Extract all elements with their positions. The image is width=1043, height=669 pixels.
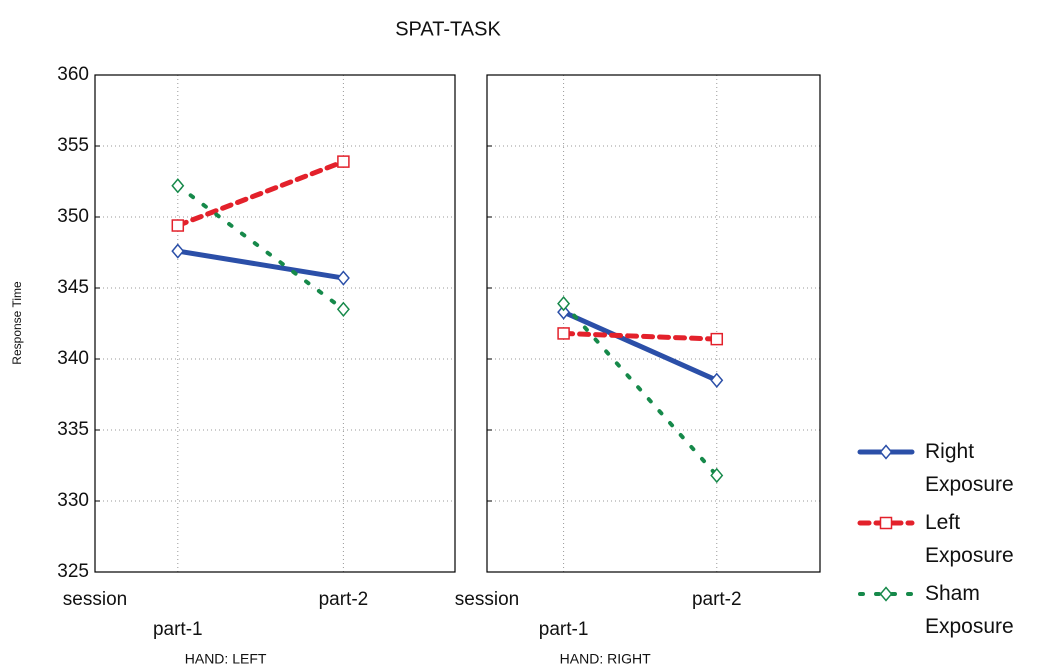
x-tick-label: part-2 <box>692 589 742 610</box>
y-tick-label: 340 <box>57 348 89 369</box>
panel-label: HAND: RIGHT <box>560 651 651 667</box>
chart-title: SPAT-TASK <box>395 18 501 40</box>
legend-label: Left Exposure <box>925 511 1014 567</box>
marker <box>710 332 724 346</box>
x-tick-label: part-1 <box>539 619 589 640</box>
marker <box>710 372 724 388</box>
marker <box>557 304 571 320</box>
marker <box>336 270 350 286</box>
marker <box>337 155 350 168</box>
y-tick-label: 345 <box>57 277 89 298</box>
series-line <box>175 183 346 312</box>
y-tick-label: 335 <box>57 419 89 440</box>
y-axis-label: Response Time <box>10 281 24 365</box>
y-tick-label: 325 <box>57 561 89 582</box>
series-line <box>561 330 720 342</box>
series-line <box>561 301 719 478</box>
x-axis-label: session <box>63 589 127 610</box>
marker <box>171 243 185 259</box>
marker <box>710 467 724 484</box>
y-tick-label: 360 <box>57 64 89 85</box>
marker <box>171 178 185 194</box>
marker <box>557 327 570 340</box>
marker <box>336 301 350 317</box>
legend-label: Sham Exposure <box>925 582 1014 638</box>
y-tick-label: 350 <box>57 206 89 227</box>
y-tick-label: 355 <box>57 135 89 156</box>
plot-frame <box>486 74 821 573</box>
x-tick-label: part-2 <box>319 589 369 610</box>
marker <box>557 295 571 312</box>
y-tick-label: 330 <box>57 490 89 511</box>
series-line <box>175 159 346 229</box>
marker <box>879 444 893 460</box>
panel-label: HAND: LEFT <box>185 651 267 667</box>
marker <box>171 219 185 232</box>
marker <box>879 516 893 530</box>
series-line <box>175 248 346 281</box>
x-tick-label: part-1 <box>153 619 203 640</box>
legend-label: Right Exposure <box>925 440 1014 496</box>
marker <box>879 586 893 602</box>
x-axis-label: session <box>455 589 519 610</box>
series-line <box>561 309 720 383</box>
plot-frame <box>94 74 456 573</box>
